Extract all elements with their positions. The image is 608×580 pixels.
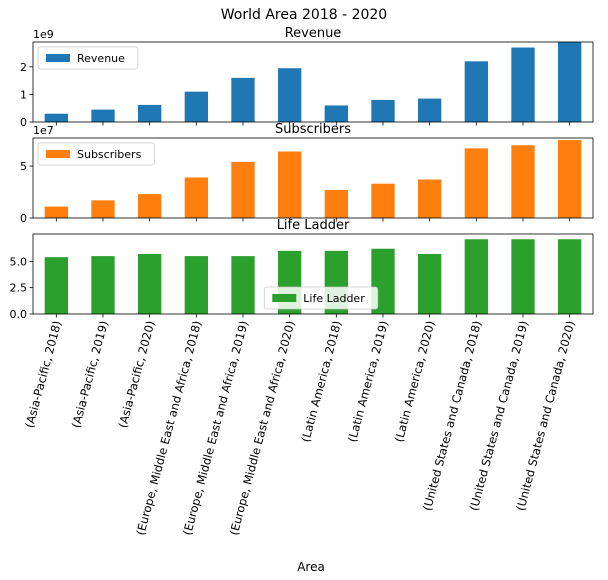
subscribers-bar-12 (558, 140, 582, 218)
subscribers-bar-10 (464, 148, 488, 218)
revenue-bar-12 (558, 42, 582, 122)
revenue-axes-frame (32, 41, 594, 123)
revenue-axis-exponent: 1e9 (33, 28, 54, 41)
revenue-bar-7 (324, 105, 348, 122)
revenue-ytick-label-1: 0 (20, 116, 27, 129)
life-ladder-bar-2 (91, 256, 115, 314)
figure-title: World Area 2018 - 2020 (221, 7, 387, 23)
life-ladder-bar-1 (44, 257, 68, 314)
revenue-bar-4 (184, 91, 208, 122)
subscribers-bar-8 (371, 183, 395, 218)
life-ladder-legend-swatch (272, 294, 297, 302)
life-ladder-bar-4 (184, 256, 208, 314)
life-ladder-bar-9 (418, 254, 442, 314)
life-ladder-ytick-label-2: 2.5 (10, 282, 28, 295)
revenue-legend-swatch (46, 54, 70, 62)
life-ladder-ytick-label-3: 5.0 (10, 255, 28, 268)
x-tick-label-2: (Asia-Pacific, 2019) (69, 319, 111, 429)
x-tick-label-8: (Latin America, 2019) (345, 319, 391, 443)
revenue-bar-9 (418, 98, 442, 122)
x-tick-labels: (Asia-Pacific, 2018) (Asia-Pacific, 2019)… (22, 319, 577, 537)
revenue-bar-3 (138, 104, 162, 122)
revenue-ytick-label-3: 2 (20, 61, 27, 74)
revenue-bar-2 (91, 109, 115, 122)
x-tick-label-7: (Latin America, 2018) (298, 319, 344, 443)
revenue-bar-11 (511, 47, 535, 122)
x-tick-label-1: (Asia-Pacific, 2018) (22, 319, 64, 429)
subscribers-bar-1 (44, 206, 68, 218)
life-ladder-legend: Life Ladder (263, 286, 379, 310)
x-tick-label-9: (Latin America, 2020) (392, 319, 438, 443)
life-ladder-axes-frame (32, 233, 594, 315)
subscribers-bar-4 (184, 177, 208, 218)
revenue-legend-box (37, 46, 139, 70)
subscribers-legend: Subscribers (37, 142, 155, 166)
revenue-bar-8 (371, 99, 395, 122)
subscribers-ytick-label-1: 0 (20, 212, 27, 225)
life-ladder-bar-11 (511, 239, 535, 314)
subscribers-bar-5 (231, 161, 255, 218)
life-ladder-bar-12 (558, 239, 582, 314)
subscribers-bar-3 (138, 194, 162, 218)
revenue-bar-10 (464, 61, 488, 122)
revenue-legend: Revenue (37, 46, 139, 70)
subscribers-legend-label: Subscribers (77, 148, 142, 161)
revenue-bar-5 (231, 77, 255, 122)
panels: 0 1 2 Revenue 1e9 Revenue 0 5 Subscribers 1e7 Subs… (10, 26, 594, 321)
life-ladder-bar-5 (231, 256, 255, 314)
revenue-bar-1 (44, 113, 68, 122)
subscribers-axes-frame (32, 137, 594, 219)
revenue-panel-title: Revenue (285, 26, 342, 41)
revenue-bar-6 (278, 68, 302, 122)
subscribers-bar-2 (91, 200, 115, 218)
panel-life-ladder: 0.0 2.5 5.0 Life Ladder Life Ladder (10, 218, 594, 321)
life-ladder-ytick-label-1: 0.0 (10, 308, 28, 321)
subscribers-bar-9 (418, 179, 442, 218)
subscribers-bar-7 (324, 189, 348, 218)
life-ladder-bar-10 (464, 239, 488, 314)
life-ladder-legend-box (263, 286, 379, 310)
x-axis-label: Area (297, 560, 325, 574)
subscribers-legend-swatch (46, 150, 70, 158)
subscribers-ytick-label-2: 5 (20, 160, 27, 173)
life-ladder-panel-title: Life Ladder (277, 218, 350, 233)
life-ladder-bar-3 (138, 254, 162, 314)
panel-revenue: 0 1 2 Revenue 1e9 Revenue (20, 26, 594, 129)
subscribers-legend-box (37, 142, 155, 166)
subscribers-bar-11 (511, 145, 535, 218)
x-tick-label-3: (Asia-Pacific, 2020) (115, 319, 157, 429)
revenue-ytick-label-2: 1 (20, 88, 27, 101)
subscribers-axis-exponent: 1e7 (33, 124, 54, 137)
subscribers-bar-6 (278, 151, 302, 218)
revenue-legend-label: Revenue (77, 52, 125, 65)
life-ladder-legend-label: Life Ladder (303, 292, 365, 305)
subscribers-panel-title: Subscribers (275, 122, 351, 137)
panel-subscribers: 0 5 Subscribers 1e7 Subscribers (20, 122, 594, 225)
